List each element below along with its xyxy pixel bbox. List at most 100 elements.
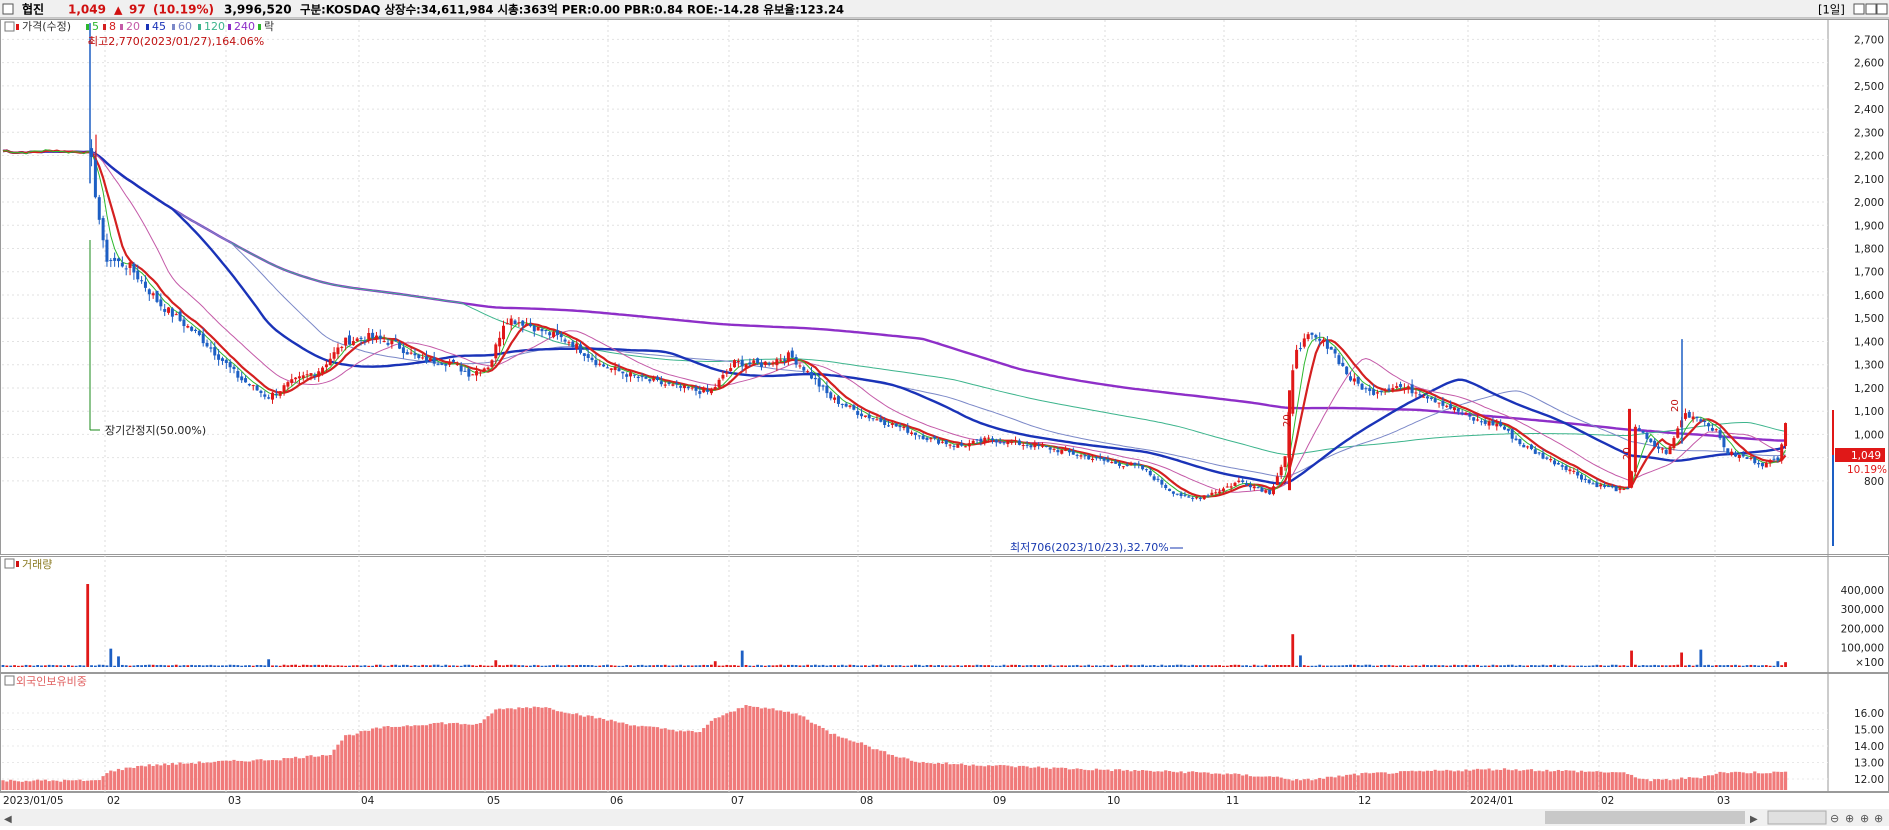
volume-panel-menu-icon[interactable]	[4, 558, 15, 569]
candle-body	[1518, 438, 1522, 445]
candle-body	[1433, 398, 1437, 403]
volume-bar	[879, 664, 883, 667]
volume-bar	[536, 665, 540, 667]
volume-bar	[425, 665, 428, 667]
candle-body	[232, 366, 236, 370]
candle-body	[575, 343, 579, 349]
foreign-bar	[1, 780, 5, 790]
foreign-bar	[1214, 773, 1218, 790]
candle-body	[1506, 428, 1510, 431]
foreign-bar	[921, 761, 925, 790]
volume-bar	[1268, 665, 1272, 667]
foreign-bar	[1306, 778, 1310, 790]
volume-bar	[733, 665, 736, 667]
volume-bar	[182, 665, 186, 667]
volume-bar	[97, 664, 101, 667]
volume-bar	[821, 664, 825, 667]
candle-body	[436, 364, 440, 366]
window-button-1[interactable]	[1853, 3, 1865, 15]
candle-body	[944, 440, 948, 445]
scrollbar-track[interactable]	[0, 809, 1889, 826]
window-menu-icon[interactable]	[2, 3, 14, 15]
candle-body	[1533, 449, 1537, 454]
scroll-left-icon[interactable]: ◀	[4, 814, 12, 825]
zoom-slider[interactable]	[1767, 810, 1827, 825]
volume-bar	[51, 665, 55, 667]
zoom-out-icon[interactable]: ⊖	[1830, 812, 1839, 825]
candle-body	[128, 262, 132, 268]
zoom-reset-icon[interactable]: ⊕	[1860, 812, 1869, 825]
scroll-right-icon[interactable]: ▶	[1750, 814, 1758, 825]
foreign-bar	[1048, 768, 1052, 790]
volume-bar	[190, 664, 194, 667]
candle-body	[1179, 493, 1183, 497]
scrollbar-thumb[interactable]	[1545, 811, 1745, 824]
volume-bar	[332, 665, 336, 667]
foreign-bar	[1106, 769, 1110, 790]
foreign-bar	[270, 760, 275, 790]
volume-bar	[694, 665, 698, 667]
window-button-3[interactable]	[1876, 3, 1888, 15]
foreign-bar	[151, 765, 155, 790]
candle-body	[1483, 420, 1487, 424]
candle-body	[1306, 334, 1310, 340]
volume-bar	[63, 665, 66, 667]
volume-bar	[367, 665, 371, 667]
foreign-bar	[1703, 776, 1707, 790]
candle-body	[563, 339, 567, 342]
volume-bar	[132, 665, 136, 667]
volume-bar	[1460, 665, 1464, 667]
volume-bar	[744, 664, 748, 667]
candle-body	[1622, 488, 1626, 490]
zoom-in-icon[interactable]: ⊕	[1845, 812, 1854, 825]
foreign-bar	[551, 709, 556, 790]
volume-bar	[136, 665, 140, 667]
foreign-bar	[1475, 768, 1480, 790]
volume-bar	[1014, 664, 1017, 667]
volume-bar	[1010, 664, 1014, 667]
price-panel-menu-icon[interactable]	[4, 21, 15, 32]
volume-bar	[1345, 665, 1349, 667]
foreign-panel-menu-icon[interactable]	[4, 675, 15, 686]
candle-body	[398, 342, 402, 349]
candle-body	[817, 378, 821, 387]
foreign-bar	[632, 725, 636, 790]
window-button-2[interactable]	[1865, 3, 1877, 15]
volume-bar	[413, 665, 417, 667]
volume-bar	[1657, 665, 1660, 667]
candle-body	[525, 323, 529, 325]
candle-body	[1352, 378, 1356, 382]
candle-body	[467, 369, 471, 377]
foreign-bar	[1603, 772, 1607, 790]
foreign-bar	[1348, 774, 1353, 790]
foreign-bar	[1753, 771, 1757, 790]
zoom-fit-icon[interactable]: ⊕	[1874, 812, 1883, 825]
stock-info: 구분:KOSDAQ 상장수:34,611,984 시총:363억 PER:0.0…	[300, 3, 844, 17]
candle-body	[1202, 495, 1206, 500]
foreign-bar	[486, 716, 490, 790]
candle-body	[1087, 455, 1091, 460]
volume-bar	[1564, 665, 1568, 667]
candle-body	[1017, 440, 1021, 445]
candle-body	[394, 339, 398, 342]
foreign-bar	[540, 707, 544, 790]
foreign-bar	[1025, 766, 1029, 790]
candle-body	[1148, 471, 1152, 476]
volume-bar	[1514, 665, 1518, 667]
foreign-bar	[159, 765, 163, 790]
volume-bar	[298, 665, 301, 667]
volume-bar	[448, 665, 451, 667]
foreign-bar	[871, 749, 875, 790]
foreign-bar	[428, 723, 432, 790]
foreign-bar	[1202, 772, 1206, 790]
foreign-bar	[998, 764, 1002, 790]
foreign-bar	[436, 722, 440, 790]
volume-bar	[1495, 665, 1499, 667]
foreign-bar	[305, 755, 309, 790]
foreign-bar	[186, 763, 190, 790]
candle-body	[960, 443, 964, 446]
candle-body	[571, 341, 575, 348]
period-selector[interactable]: [1일]	[1818, 3, 1845, 17]
volume-bar	[313, 664, 317, 667]
